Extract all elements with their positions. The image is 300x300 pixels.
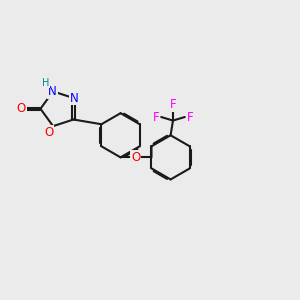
Text: O: O [16,102,26,115]
Text: H: H [42,78,50,88]
Text: N: N [48,85,57,98]
Text: O: O [131,151,140,164]
Text: F: F [187,110,194,124]
Text: N: N [70,92,79,104]
Text: F: F [153,110,159,124]
Text: O: O [44,125,53,139]
Text: F: F [170,98,176,111]
